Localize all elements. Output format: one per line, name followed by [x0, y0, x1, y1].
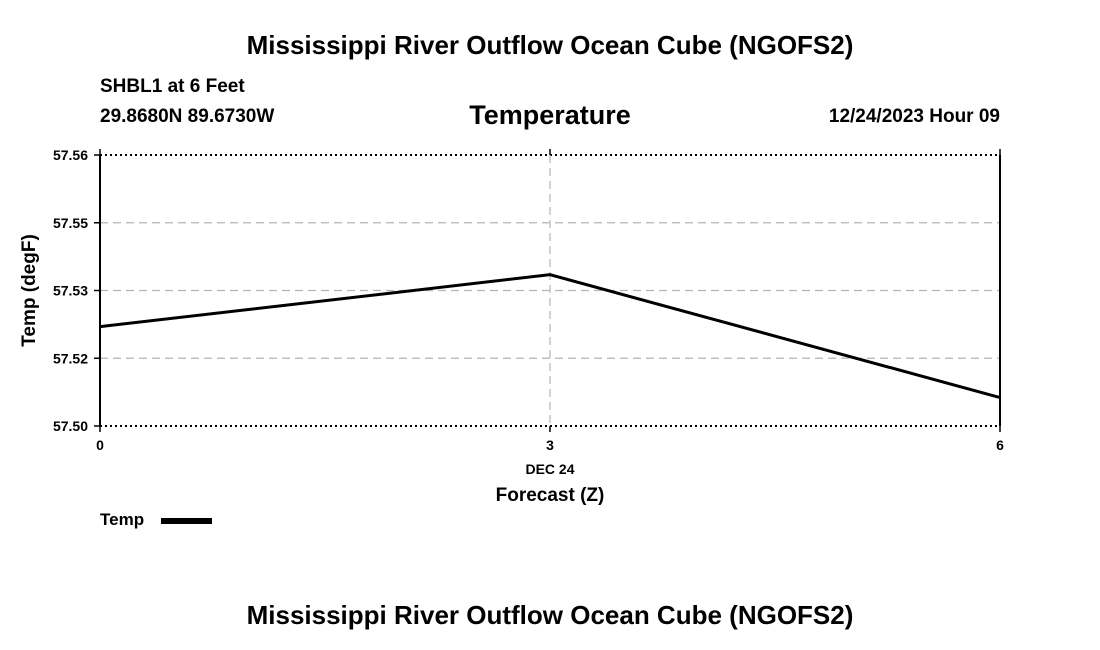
- page-title: Mississippi River Outflow Ocean Cube (NG…: [246, 30, 854, 60]
- footer-title: Mississippi River Outflow Ocean Cube (NG…: [246, 600, 854, 630]
- chart-title: Temperature: [469, 100, 631, 130]
- y-tick-label: 57.56: [53, 147, 88, 163]
- y-axis-title: Temp (degF): [19, 234, 40, 347]
- y-tick-label: 57.55: [53, 215, 88, 231]
- legend-swatch: [161, 518, 212, 524]
- x-axis-title: Forecast (Z): [496, 485, 605, 506]
- x-axis-date-label: DEC 24: [525, 461, 574, 477]
- y-tick-label: 57.52: [53, 350, 88, 366]
- series-line-temp: [99, 273, 1001, 399]
- x-tick-label: 3: [546, 437, 554, 453]
- legend-label: Temp: [100, 510, 145, 529]
- forecast-datetime: 12/24/2023 Hour 09: [828, 106, 1000, 127]
- x-tick-label: 0: [96, 437, 104, 453]
- station-coordinates: 29.8680N 89.6730W: [100, 106, 275, 127]
- y-tick-label: 57.50: [53, 418, 88, 434]
- y-tick-label: 57.53: [53, 283, 88, 299]
- station-label: SHBL1 at 6 Feet: [100, 76, 245, 97]
- x-tick-label: 6: [996, 437, 1004, 453]
